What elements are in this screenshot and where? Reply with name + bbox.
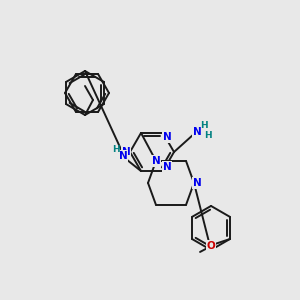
Text: N: N [163,162,171,172]
Text: H: H [200,121,208,130]
Text: N: N [163,132,171,142]
Text: N: N [152,156,160,166]
Text: H: H [204,131,212,140]
Text: N: N [193,178,201,188]
Text: N: N [118,151,127,161]
Text: N: N [193,127,201,137]
Text: H: H [112,145,120,154]
Text: N: N [122,147,130,157]
Text: O: O [207,241,215,251]
